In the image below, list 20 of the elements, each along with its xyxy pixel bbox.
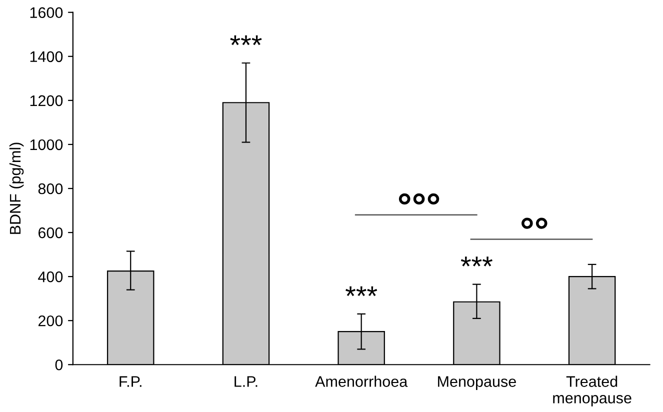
y-tick-label: 1200 — [30, 95, 63, 106]
annotation: *** — [346, 286, 378, 296]
x-tick-label: Treated menopause — [553, 376, 632, 406]
annotation: °° — [522, 218, 548, 229]
y-axis-title: BDNF (pg/ml) — [9, 142, 24, 234]
annotation: *** — [230, 35, 262, 46]
y-tick-label: 200 — [38, 315, 63, 326]
x-tick-label: Menopause — [438, 376, 516, 390]
y-tick-label: 1400 — [30, 51, 63, 62]
annotation: *** — [460, 256, 492, 266]
y-tick-label: 400 — [38, 271, 63, 282]
x-tick-label: L.P. — [234, 376, 258, 387]
x-tick-label: Amenorrhoea — [315, 376, 408, 387]
x-tick-label: F.P. — [120, 376, 142, 387]
y-tick-label: 600 — [38, 227, 63, 238]
y-tick-label: 1600 — [30, 7, 63, 18]
y-tick-label: 800 — [38, 183, 63, 194]
annotation: °°° — [398, 193, 440, 205]
y-tick-label: 1000 — [30, 139, 63, 150]
y-tick-label: 0 — [55, 359, 63, 370]
